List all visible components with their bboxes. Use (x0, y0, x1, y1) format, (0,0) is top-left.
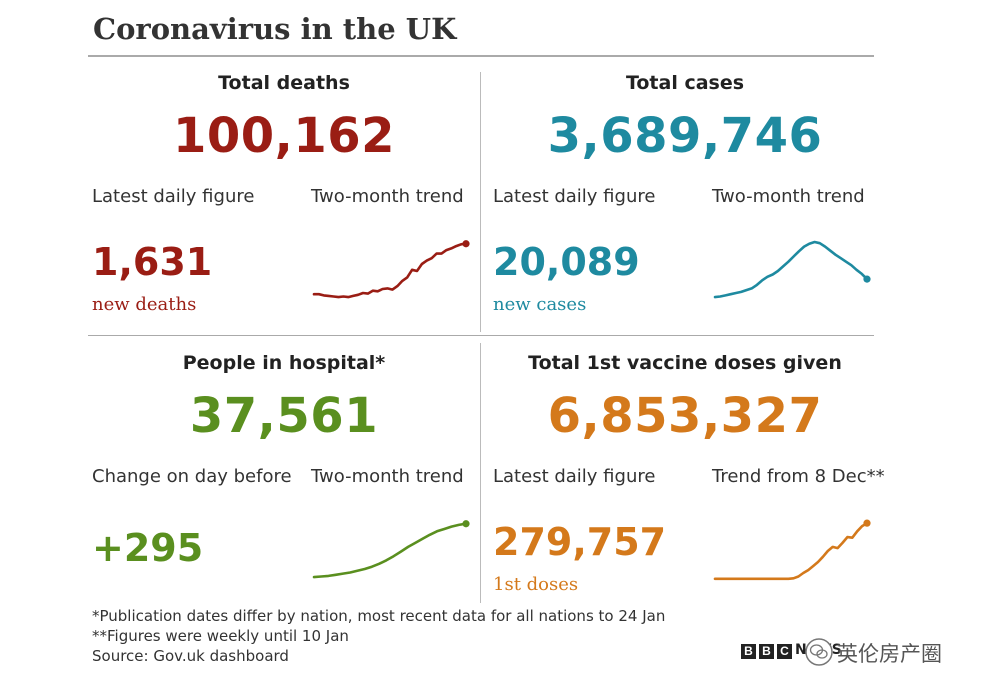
vaccine-heading: Total 1st vaccine doses given (528, 352, 842, 374)
footnote-weekly-figures: **Figures were weekly until 10 Jan (92, 627, 349, 645)
footnote-publication-dates: *Publication dates differ by nation, mos… (92, 607, 666, 625)
cases-trend-label: Two-month trend (712, 186, 865, 207)
vaccine-daily-value: 279,757 (493, 520, 667, 564)
vaccine-daily-label: Latest daily figure (493, 466, 656, 487)
deaths-trend-line (312, 242, 468, 299)
bbc-logo-letter: C (777, 644, 792, 659)
bbc-logo: B B C (741, 644, 792, 659)
vaccine-trend-chart (713, 519, 871, 581)
source-note: Source: Gov.uk dashboard (92, 647, 289, 665)
deaths-heading: Total deaths (218, 72, 350, 94)
deaths-daily-label: Latest daily figure (92, 186, 255, 207)
bbc-logo-letter: B (759, 644, 774, 659)
bbc-logo-letter: B (741, 644, 756, 659)
vertical-divider-bottom (480, 343, 481, 603)
cases-total: 3,689,746 (547, 108, 823, 164)
wechat-icon (805, 638, 833, 666)
cases-daily-sub: new cases (493, 294, 587, 315)
deaths-trend-label: Two-month trend (311, 186, 464, 207)
horizontal-divider (88, 335, 874, 336)
cases-panel: Total cases 3,689,746 Latest daily figur… (489, 0, 881, 315)
hospital-total: 37,561 (189, 388, 379, 444)
title-divider (88, 55, 874, 57)
deaths-daily-value: 1,631 (92, 240, 213, 284)
hospital-trend-line (312, 522, 468, 579)
vertical-divider-top (480, 72, 481, 332)
deaths-trend-chart (312, 240, 470, 299)
deaths-daily-sub: new deaths (92, 294, 197, 315)
cases-trend-chart (713, 240, 871, 299)
hospital-change-value: +295 (92, 526, 204, 570)
hospital-change-label: Change on day before (92, 466, 292, 487)
vaccine-trend-endpoint (863, 519, 871, 527)
vaccine-panel: Total 1st vaccine doses given 6,853,327 … (489, 280, 885, 595)
cases-daily-value: 20,089 (493, 240, 640, 284)
vaccine-daily-sub: 1st doses (493, 574, 579, 595)
cases-trend-line (713, 240, 869, 299)
page-title: Coronavirus in the UK (93, 12, 457, 46)
hospital-trend-label: Two-month trend (311, 466, 464, 487)
cases-trend-endpoint (863, 275, 871, 283)
watermark-text: 英伦房产圈 (837, 642, 942, 666)
hospital-heading: People in hospital* (182, 352, 386, 374)
deaths-total: 100,162 (172, 108, 396, 164)
vaccine-trend-line (713, 521, 869, 581)
hospital-trend-chart (312, 520, 470, 579)
hospital-trend-endpoint (462, 520, 470, 528)
hospital-panel: People in hospital* 37,561 Change on day… (88, 280, 480, 579)
footnotes: *Publication dates differ by nation, mos… (92, 606, 665, 666)
vaccine-trend-label: Trend from 8 Dec** (712, 466, 885, 487)
cases-daily-label: Latest daily figure (493, 186, 656, 207)
cases-heading: Total cases (625, 72, 745, 94)
deaths-panel: Total deaths 100,162 Latest daily figure… (88, 0, 480, 315)
deaths-trend-endpoint (462, 240, 470, 248)
vaccine-total: 6,853,327 (547, 388, 823, 444)
